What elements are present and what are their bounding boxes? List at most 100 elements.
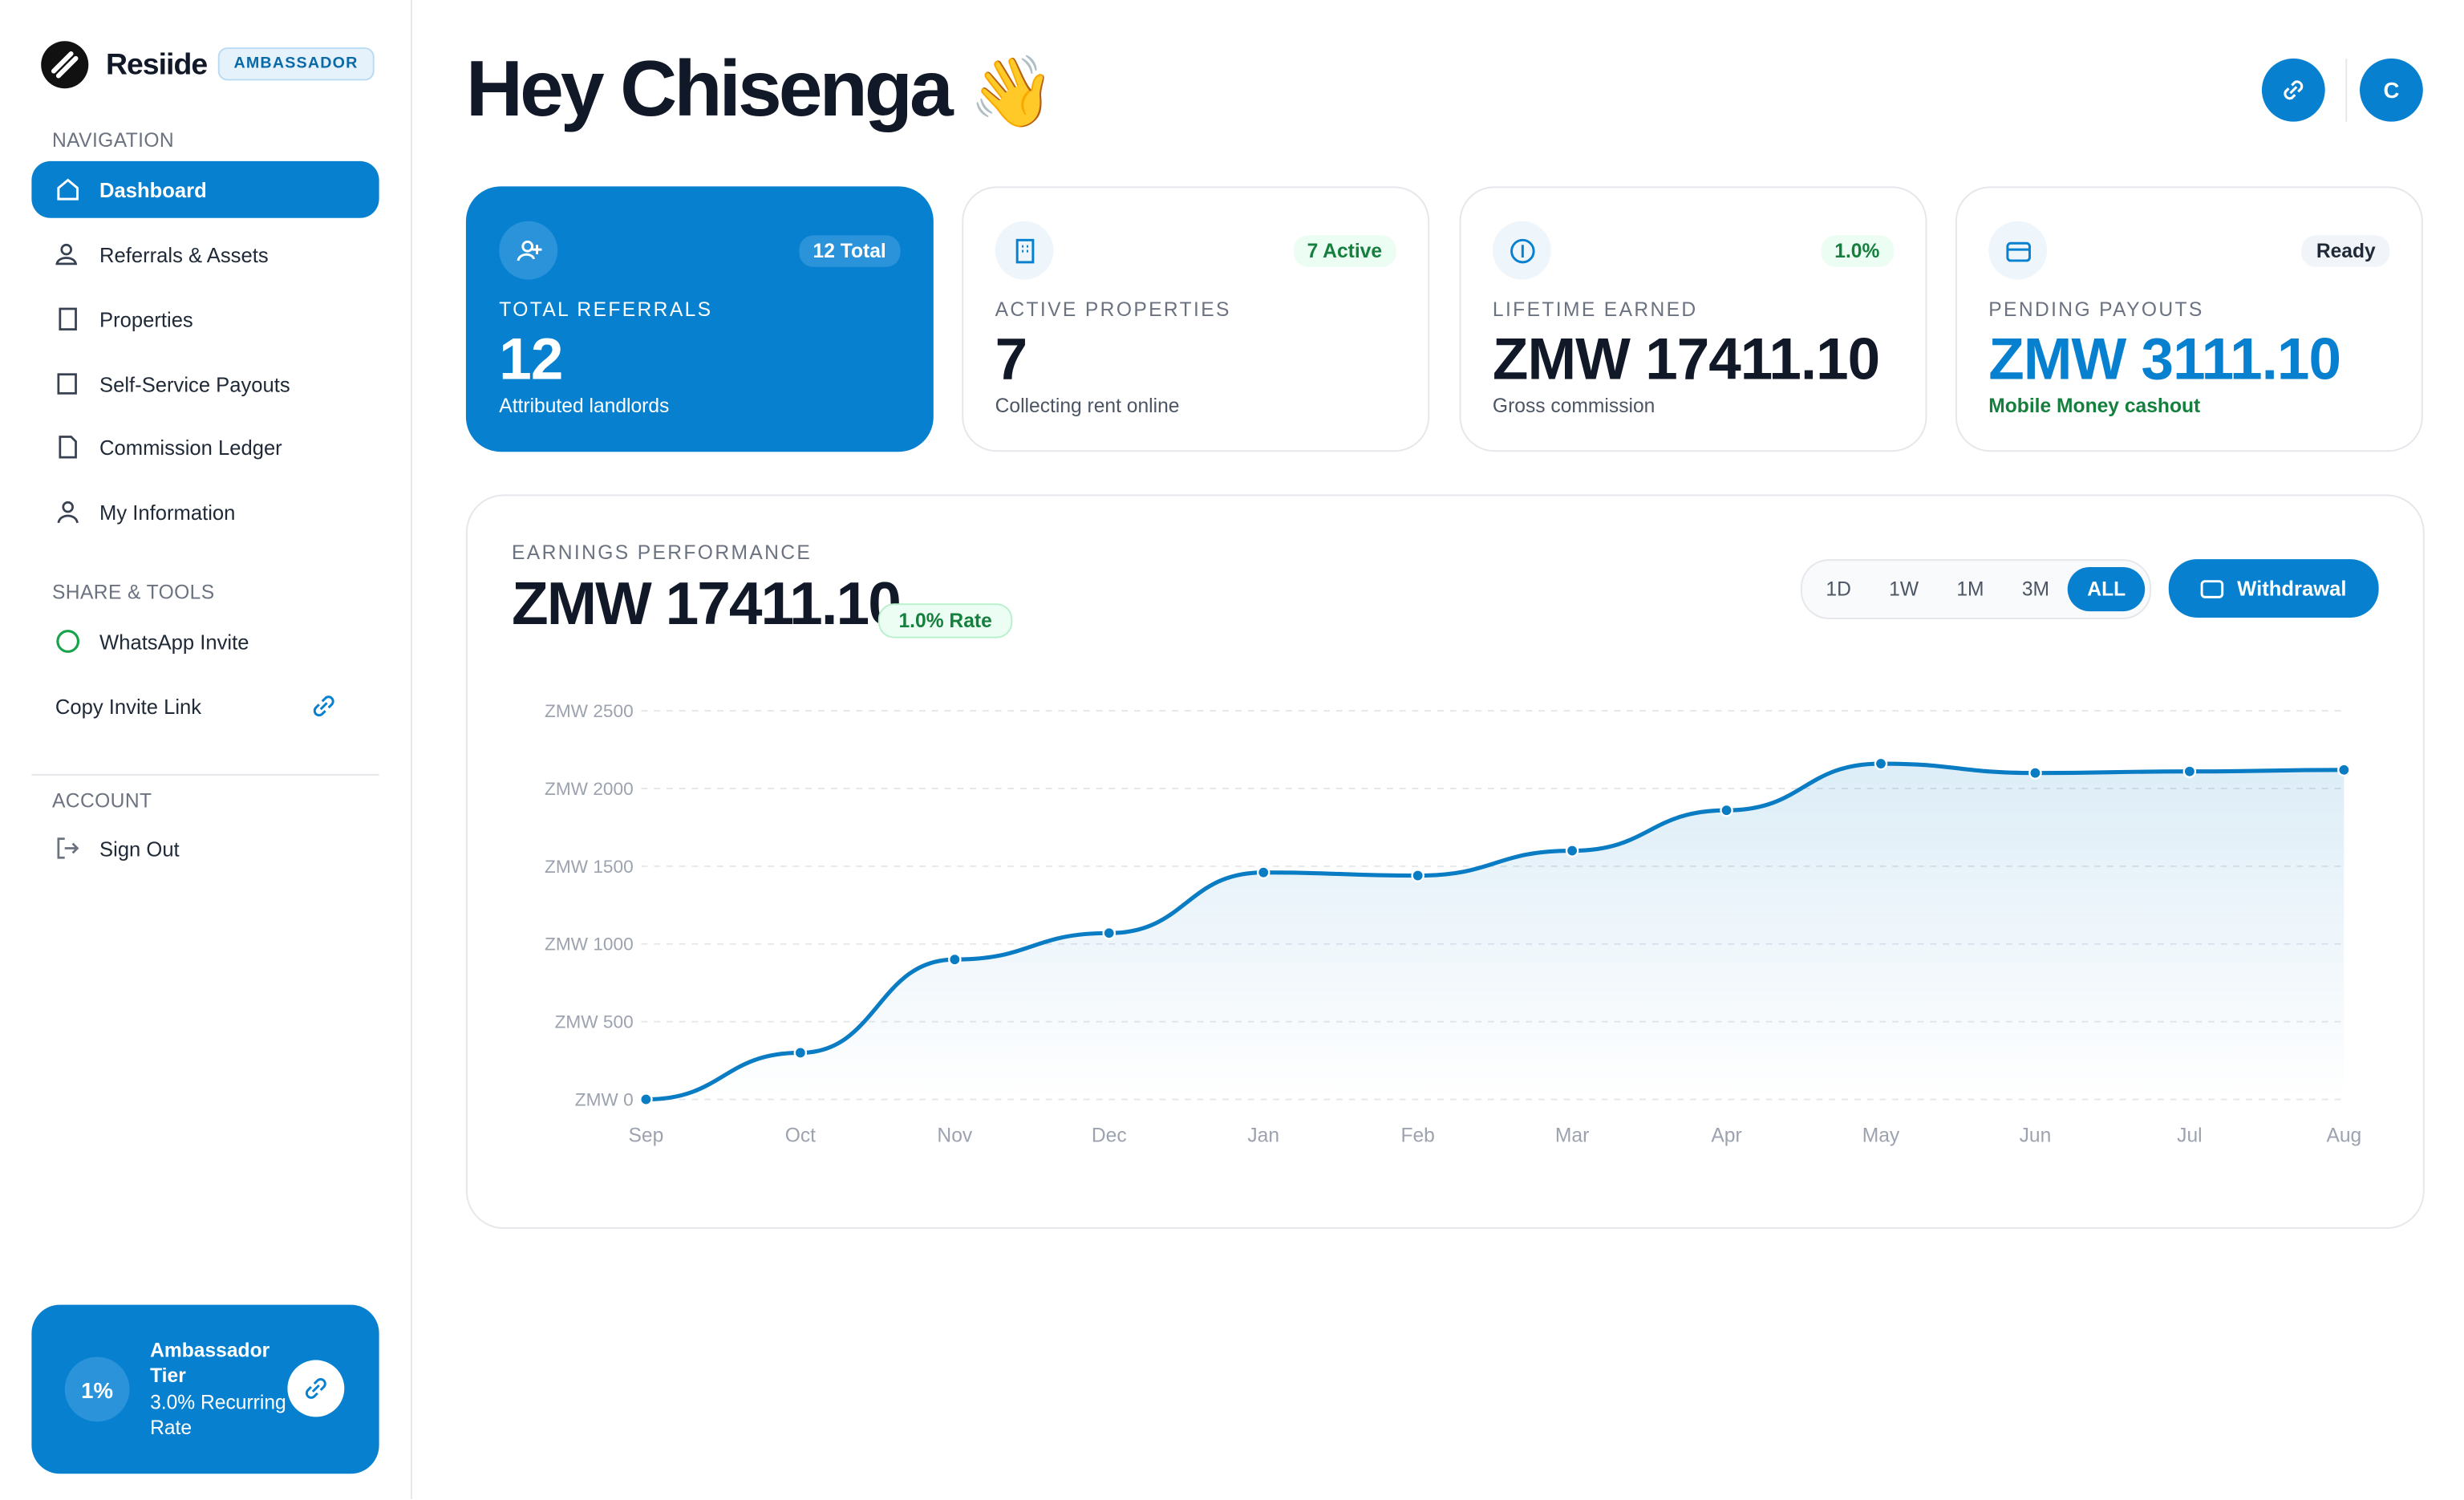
icon — [305, 1378, 326, 1399]
icon — [516, 239, 541, 261]
card-note: Gross commission — [1492, 395, 1656, 417]
range-option[interactable]: 1M — [1956, 578, 1984, 601]
icon — [57, 178, 79, 201]
nav-label: Self-Service Payouts — [99, 371, 290, 396]
nav-item[interactable]: Sign Out — [31, 820, 379, 877]
icon — [1015, 237, 1034, 263]
tier-link[interactable] — [287, 1360, 345, 1417]
icon — [57, 837, 79, 859]
card-icon — [499, 221, 558, 280]
x-tick-label: Jan — [1247, 1125, 1279, 1147]
stat-card: 7 Active ACTIVE PROPERTIES 7 Collecting ren… — [962, 186, 1430, 452]
x-tick-label: Feb — [1400, 1125, 1434, 1147]
x-tick-label: Sep — [629, 1125, 664, 1147]
icon — [313, 695, 334, 717]
nav-item[interactable]: Commission Ledger — [31, 419, 379, 476]
x-tick-label: Apr — [1711, 1125, 1741, 1147]
x-tick-label: Jul — [2177, 1125, 2202, 1147]
nav-item[interactable]: Properties — [31, 290, 379, 347]
stat-card: 1.0% LIFETIME EARNED ZMW 17411.10 Gross com… — [1459, 186, 1927, 452]
point — [1411, 869, 1424, 882]
range-option[interactable]: 1D — [1826, 578, 1851, 601]
avatar[interactable]: C — [2360, 58, 2423, 122]
card-badge: Ready — [2302, 235, 2390, 267]
nav-item[interactable]: WhatsApp Invite — [31, 613, 379, 670]
nav-label: Properties — [99, 307, 193, 331]
section-title: NAVIGATION — [51, 129, 175, 152]
rate-badge: 1.0% Rate — [877, 603, 1013, 639]
nav-label: Referrals & Assets — [99, 242, 269, 266]
icon — [59, 436, 77, 459]
x-tick-label: May — [1862, 1125, 1900, 1147]
point — [2182, 764, 2197, 778]
range-option[interactable]: ALL — [2068, 566, 2145, 612]
brand-name: Resiide — [105, 49, 208, 83]
point — [1565, 844, 1579, 857]
withdrawal-button[interactable]: Withdrawal — [2168, 559, 2379, 618]
point — [639, 1093, 653, 1106]
nav-item[interactable]: Referrals & Assets — [31, 226, 379, 283]
section-title: ACCOUNT — [51, 789, 152, 813]
divider — [31, 773, 379, 776]
point — [793, 1046, 808, 1060]
stat-card: Ready PENDING PAYOUTS ZMW 3111.10 Mobile Mo… — [1955, 186, 2423, 452]
y-tick-label: ZMW 500 — [555, 1012, 634, 1032]
nav-label: My Information — [99, 500, 236, 524]
card-note: Collecting rent online — [995, 395, 1180, 417]
chart-label: EARNINGS PERFORMANCE — [512, 541, 813, 565]
button-label: Withdrawal — [2237, 576, 2347, 601]
tier-card: 1% Ambassador Tier 3.0% Recurring Rate — [31, 1304, 379, 1474]
link-button[interactable] — [2261, 58, 2325, 122]
chart-total: ZMW 17411.10 — [512, 571, 902, 639]
range-option[interactable]: 1W — [1889, 578, 1919, 601]
divider — [2345, 58, 2348, 122]
card-value: ZMW 3111.10 — [1988, 326, 2341, 392]
tier-subtitle: 3.0% Recurring Rate — [150, 1391, 286, 1439]
card-value: 7 — [995, 326, 1028, 392]
icon — [2201, 579, 2224, 598]
icon — [56, 630, 80, 653]
chart: ZMW 0 ZMW 500 ZMW 1000 ZMW 1500 ZMW 2000 ZMW … — [545, 701, 2361, 1147]
nav-item[interactable]: Copy Invite Link — [31, 678, 379, 735]
section-title: SHARE & TOOLS — [51, 581, 215, 604]
y-tick-label: ZMW 0 — [575, 1089, 634, 1109]
y-tick-label: ZMW 1500 — [545, 857, 634, 877]
nav-label: Commission Ledger — [99, 435, 282, 460]
nav-label: Dashboard — [99, 177, 207, 202]
area — [646, 764, 2344, 1100]
logo — [41, 41, 89, 89]
tier-badge: 1% — [64, 1356, 130, 1422]
point — [1256, 866, 1270, 879]
point — [2028, 766, 2042, 780]
card-badge: 1.0% — [1820, 235, 1895, 267]
nav-item[interactable]: My Information — [31, 484, 379, 541]
card-label: PENDING PAYOUTS — [1988, 298, 2204, 321]
card-note: Mobile Money cashout — [1988, 395, 2201, 417]
icon — [2284, 80, 2304, 100]
y-tick-label: ZMW 2500 — [545, 701, 634, 721]
icon — [1510, 237, 1534, 263]
card-icon — [1492, 221, 1551, 280]
brand-badge: AMBASSADOR — [217, 47, 375, 81]
icon — [2005, 241, 2030, 261]
point — [948, 952, 962, 967]
icon — [57, 501, 79, 524]
stat-card: 12 Total TOTAL REFERRALS 12 Attributed land… — [465, 186, 934, 452]
card-icon — [1988, 221, 2048, 280]
x-tick-label: Aug — [2326, 1125, 2361, 1147]
range-option[interactable]: 3M — [2021, 578, 2050, 601]
card-value: 12 — [499, 326, 563, 392]
nav-item[interactable]: Self-Service Payouts — [31, 355, 379, 412]
emoji: 👋 — [969, 53, 1056, 132]
nav-item[interactable]: Dashboard — [31, 160, 379, 218]
icon — [55, 243, 78, 266]
nav-label: Copy Invite Link — [55, 694, 202, 719]
icon — [57, 373, 77, 395]
point — [1874, 756, 1888, 771]
y-tick-label: ZMW 2000 — [545, 779, 634, 799]
icon — [59, 307, 77, 330]
card-label: LIFETIME EARNED — [1492, 298, 1698, 321]
y-tick-label: ZMW 1000 — [545, 934, 634, 955]
